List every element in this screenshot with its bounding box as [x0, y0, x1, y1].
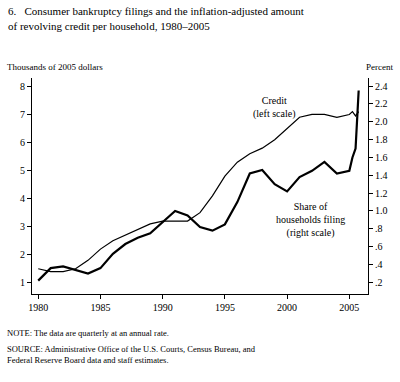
svg-text:2.2: 2.2: [375, 98, 388, 109]
svg-text:NOTE: The data are quarterly a: NOTE: The data are quarterly at an annua…: [7, 328, 169, 338]
svg-text:Thousands of 2005 dollars: Thousands of 2005 dollars: [7, 62, 103, 72]
svg-text:1.6: 1.6: [375, 152, 388, 163]
svg-text:Share ofhouseholds filing(righ: Share ofhouseholds filing(right scale): [276, 201, 345, 239]
svg-text:1.2: 1.2: [375, 188, 388, 199]
svg-text:3: 3: [20, 221, 25, 232]
svg-text:1990: 1990: [153, 302, 173, 313]
svg-text:2: 2: [20, 249, 25, 260]
svg-text:.2: .2: [375, 277, 383, 288]
svg-text:.4: .4: [375, 259, 383, 270]
svg-text:1980: 1980: [28, 302, 48, 313]
svg-text:Credit(left scale): Credit(left scale): [253, 95, 295, 120]
svg-text:2.0: 2.0: [375, 116, 388, 127]
svg-text:6: 6: [20, 137, 25, 148]
svg-text:2.4: 2.4: [375, 81, 388, 92]
svg-text:7: 7: [20, 109, 25, 120]
svg-text:1.4: 1.4: [375, 170, 388, 181]
svg-text:4: 4: [20, 193, 25, 204]
svg-text:.6: .6: [375, 241, 383, 252]
svg-text:8: 8: [20, 81, 25, 92]
svg-text:1.0: 1.0: [375, 205, 388, 216]
svg-text:1: 1: [20, 277, 25, 288]
svg-text:5: 5: [20, 165, 25, 176]
svg-text:SOURCE: Administrative Office: SOURCE: Administrative Office of the U.S…: [7, 344, 256, 365]
svg-text:Percent: Percent: [366, 62, 393, 72]
svg-text:1985: 1985: [90, 302, 110, 313]
svg-text:2005: 2005: [339, 302, 359, 313]
svg-text:1.8: 1.8: [375, 134, 388, 145]
svg-text:.8: .8: [375, 223, 383, 234]
svg-text:6. Consumer bankruptcy filin: 6. Consumer bankruptcy filings and the i…: [8, 5, 304, 31]
svg-text:1995: 1995: [215, 302, 235, 313]
svg-text:2000: 2000: [277, 302, 297, 313]
